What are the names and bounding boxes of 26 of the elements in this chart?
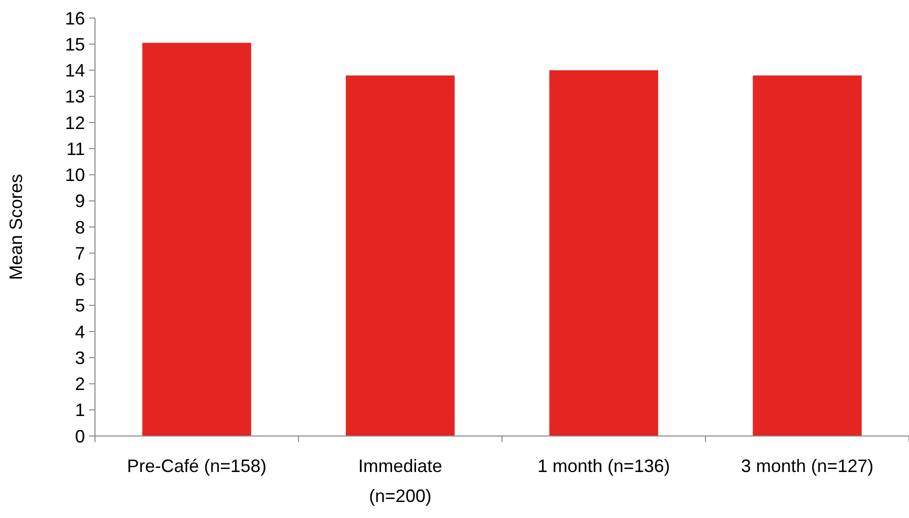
y-tick-label: 9 — [74, 191, 85, 212]
y-tick-label: 0 — [74, 426, 85, 446]
y-tick-label: 11 — [66, 138, 85, 159]
y-tick-label: 7 — [74, 243, 85, 264]
y-tick-label: 1 — [74, 400, 85, 420]
bar — [752, 75, 862, 436]
y-tick-label: 14 — [64, 60, 85, 81]
bar — [142, 42, 252, 436]
x-tick-label: 3 month (n=127) — [740, 456, 874, 476]
y-tick-label: 6 — [74, 270, 85, 290]
y-tick-label: 12 — [64, 112, 85, 133]
y-tick-label: 15 — [64, 34, 85, 54]
y-tick-label: 5 — [74, 296, 85, 316]
y-tick-label: 8 — [74, 217, 85, 238]
bar — [346, 75, 455, 436]
y-tick-label: 10 — [64, 165, 85, 186]
y-tick-label: 16 — [64, 8, 85, 28]
y-tick-label: 3 — [74, 348, 85, 368]
x-tick-label: 1 month (n=136) — [537, 456, 670, 476]
y-tick-label: 2 — [74, 374, 85, 394]
x-tick-label: Immediate (n=200) — [358, 456, 442, 506]
bar — [549, 70, 658, 436]
x-tick-label: Pre-Café (n=158) — [126, 456, 267, 476]
y-tick-label: 4 — [74, 322, 85, 342]
y-axis-title: Mean Scores — [6, 174, 26, 280]
y-tick-label: 13 — [64, 86, 85, 107]
